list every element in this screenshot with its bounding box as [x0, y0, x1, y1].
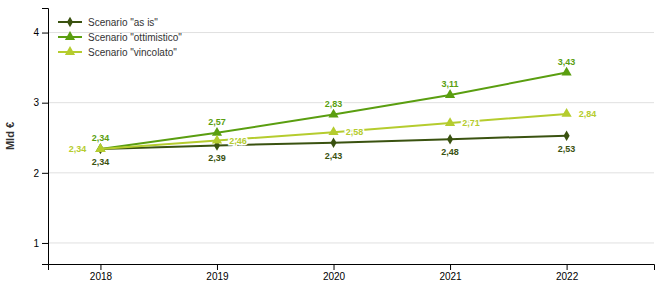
point-marker [328, 109, 338, 118]
legend-label: Scenario "vincolato" [88, 47, 177, 58]
x-tick: 2022 [556, 264, 579, 282]
data-label: 2,48 [441, 147, 459, 157]
grid [48, 33, 654, 243]
data-label: 2,83 [325, 99, 343, 109]
x-tick: 2021 [439, 264, 462, 282]
point-marker [328, 126, 338, 135]
x-tick-label: 2022 [556, 271, 579, 282]
point-marker [445, 89, 455, 98]
point-marker [330, 137, 336, 148]
point-marker [212, 135, 222, 144]
y-tick: 3 [33, 97, 48, 108]
x-tick-mark [217, 264, 218, 270]
data-label: 2,34 [92, 133, 110, 143]
x-tick: 2020 [323, 264, 346, 282]
data-label: 2,71 [462, 118, 480, 128]
legend-swatch-marker [65, 46, 75, 55]
x-axis: 2018 2019 2020 2021 2022 [49, 264, 655, 282]
y-tick-mark [42, 103, 48, 104]
series-line [100, 136, 566, 149]
grid-line [48, 242, 654, 243]
x-tick-mark [100, 264, 101, 270]
legend-item: Scenario "vincolato" [58, 46, 177, 57]
x-tick-mark [334, 264, 335, 270]
y-axis-title: Mld € [4, 122, 16, 150]
x-tick-mark [450, 264, 451, 270]
x-tick: 2019 [206, 264, 229, 282]
legend-item: Scenario "as is" [58, 17, 158, 28]
legend-item: Scenario "ottimistico" [58, 31, 182, 42]
y-tick-label: 4 [33, 27, 39, 38]
y-axis-line [42, 9, 49, 265]
y-tick: 2 [33, 168, 48, 179]
point-marker [95, 143, 105, 152]
y-tick-mark [42, 173, 48, 174]
x-tick-label: 2021 [439, 271, 462, 282]
y-tick: 1 [33, 238, 48, 249]
x-tick: 2018 [90, 264, 113, 282]
data-label: 2,34 [69, 144, 87, 154]
point-marker [561, 108, 571, 117]
x-axis-line [49, 265, 655, 271]
x-tick-label: 2020 [323, 271, 346, 282]
legend-label: Scenario "as is" [88, 17, 158, 28]
data-label: 2,39 [208, 153, 226, 163]
chart: 201820192020202120221234Mld €2,342,392,4… [0, 0, 666, 288]
x-tick-label: 2019 [206, 271, 229, 282]
y-tick-label: 2 [33, 168, 39, 179]
y-tick-label: 3 [33, 97, 39, 108]
data-label: 2,34 [92, 157, 110, 167]
data-labels: 2,34 2,39 2,43 2,48 2,53 2,34 2,57 2,83 3,11 3,43… [69, 57, 597, 167]
point-marker [447, 134, 453, 145]
y-tick-mark [42, 33, 48, 34]
x-tick-mark [567, 264, 568, 270]
x-tick-label: 2018 [90, 271, 113, 282]
grid-line [48, 102, 654, 103]
data-label: 2,84 [579, 109, 597, 119]
grid-line [48, 172, 654, 173]
y-tick: 4 [33, 27, 48, 38]
data-label: 2,46 [229, 136, 247, 146]
series-line [100, 114, 566, 149]
plot-area [95, 67, 571, 155]
legend-swatch-marker [67, 17, 73, 28]
point-marker [561, 67, 571, 76]
data-label: 3,43 [558, 57, 576, 67]
point-marker [564, 130, 570, 141]
y-tick-label: 1 [33, 238, 39, 249]
y-tick-mark [42, 243, 48, 244]
legend: Scenario "as is" Scenario "ottimistico" Sc… [58, 17, 182, 58]
legend-label: Scenario "ottimistico" [88, 32, 182, 43]
y-axis: 1 2 3 4 [33, 9, 48, 265]
point-marker [212, 127, 222, 136]
data-label: 2,58 [346, 127, 364, 137]
point-marker [445, 117, 455, 126]
data-label: 3,11 [442, 79, 459, 89]
point-marker [95, 143, 105, 152]
legend-swatch-marker [65, 31, 75, 40]
data-label: 2,53 [558, 144, 576, 154]
data-label: 2,57 [208, 117, 226, 127]
series-line [100, 73, 566, 149]
data-label: 2,43 [325, 151, 343, 161]
